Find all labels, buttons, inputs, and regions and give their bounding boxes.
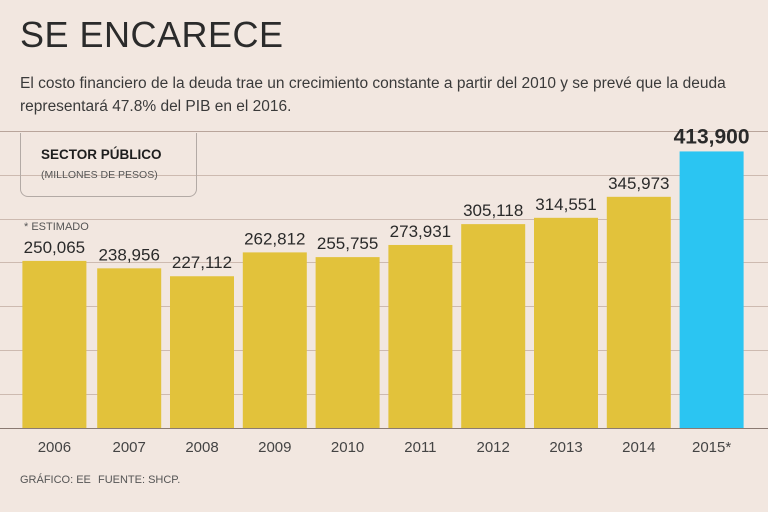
legend-box: SECTOR PÚBLICO (MILLONES DE PESOS) bbox=[20, 133, 197, 197]
estimate-note: * ESTIMADO bbox=[24, 221, 89, 233]
page-subtitle: El costo financiero de la deuda trae un … bbox=[20, 75, 726, 115]
bar-value-label: 273,931 bbox=[390, 222, 451, 241]
bar-value-label: 255,755 bbox=[317, 234, 378, 253]
x-tick-label: 2007 bbox=[113, 439, 146, 456]
x-tick-label: 2012 bbox=[477, 439, 510, 456]
x-tick-label: 2009 bbox=[258, 439, 291, 456]
footer: GRÁFICO: EE FUENTE: SHCP. bbox=[20, 474, 184, 486]
bar-2014 bbox=[606, 196, 671, 428]
bar-value-label: 345,973 bbox=[608, 174, 669, 193]
bar-value-label: 250,065 bbox=[24, 238, 85, 257]
page-title: SE ENCARECE bbox=[20, 14, 284, 55]
bar-value-label: 305,118 bbox=[463, 201, 523, 220]
x-tick-label: 2015* bbox=[692, 439, 731, 456]
header-divider bbox=[0, 131, 768, 132]
bar-value-label: 262,812 bbox=[244, 229, 305, 248]
legend-title: SECTOR PÚBLICO bbox=[41, 147, 162, 162]
bar-value-label: 238,956 bbox=[98, 245, 159, 264]
bar-2015 bbox=[679, 151, 744, 428]
bar-2013 bbox=[534, 217, 598, 428]
bar-value-label: 227,112 bbox=[172, 253, 232, 272]
bar-2011 bbox=[388, 244, 453, 428]
bar-2006 bbox=[22, 260, 87, 428]
bar-value-label: 413,900 bbox=[674, 125, 750, 148]
x-tick-label: 2011 bbox=[404, 439, 436, 456]
x-tick-label: 2010 bbox=[331, 439, 364, 456]
x-tick-label: 2008 bbox=[185, 439, 218, 456]
bar-2012 bbox=[461, 224, 526, 428]
footer-credit: GRÁFICO: EE bbox=[20, 474, 91, 486]
x-tick-label: 2014 bbox=[622, 439, 655, 456]
x-tick-label: 2006 bbox=[38, 439, 71, 456]
bar-2007 bbox=[97, 268, 162, 428]
legend-units: (MILLONES DE PESOS) bbox=[41, 169, 158, 181]
bar-2009 bbox=[242, 252, 307, 428]
bar-2008 bbox=[170, 276, 234, 428]
bar-2010 bbox=[315, 257, 380, 428]
x-tick-label: 2013 bbox=[549, 439, 582, 456]
footer-source: FUENTE: SHCP. bbox=[97, 474, 181, 486]
bar-value-label: 314,551 bbox=[535, 195, 596, 214]
